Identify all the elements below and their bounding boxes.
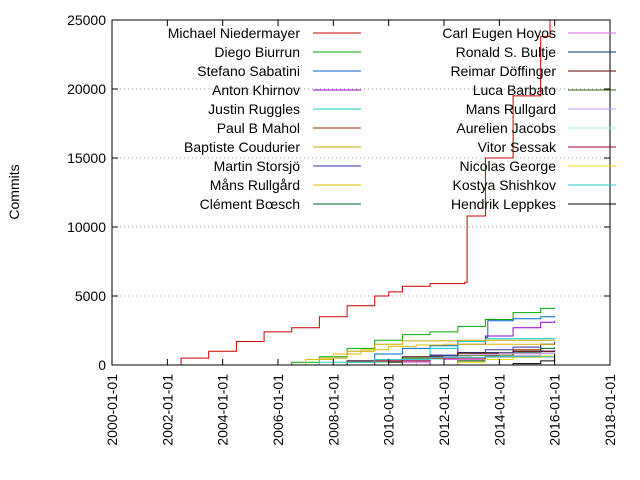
- legend-label: Baptiste Coudurier: [184, 139, 300, 155]
- x-tick-label: 2002-01-01: [159, 374, 175, 446]
- legend-label: Hendrik Leppkes: [451, 196, 556, 212]
- legend-label: Reimar Döffinger: [450, 63, 556, 79]
- legend-label: Mans Rullgard: [466, 101, 556, 117]
- grid: [112, 88, 610, 297]
- legend-label: Luca Barbato: [473, 82, 556, 98]
- x-tick-label: 2010-01-01: [381, 374, 397, 446]
- legend-label: Stefano Sabatini: [197, 63, 300, 79]
- series-line: [153, 20, 551, 366]
- x-tick-label: 2012-01-01: [436, 374, 452, 446]
- legend: Michael Niedermayer Diego Biurrun Stefano …: [168, 25, 616, 212]
- legend-label: Diego Biurrun: [214, 44, 300, 60]
- axis-ticks: 0 5000 10000 15000 20000 25000 2000-01-01 2002-…: [67, 12, 618, 446]
- legend-label: Justin Ruggles: [208, 101, 300, 117]
- x-tick-label: 2016-01-01: [547, 374, 563, 446]
- x-tick-label: 2018-01-01: [602, 374, 618, 446]
- legend-label: Michael Niedermayer: [168, 25, 301, 41]
- y-axis-label: Commits: [6, 164, 22, 219]
- legend-label: Aurelien Jacobs: [456, 120, 556, 136]
- legend-label: Nicolas George: [460, 158, 557, 174]
- legend-label: Paul B Mahol: [217, 120, 300, 136]
- series-line: [278, 343, 555, 366]
- y-tick-label: 25000: [67, 12, 106, 28]
- series-line: [264, 356, 556, 366]
- series-line: [430, 355, 556, 366]
- legend-label: Clément Bœsch: [200, 196, 300, 212]
- x-tick-label: 2006-01-01: [270, 374, 286, 446]
- y-tick-label: 5000: [75, 288, 106, 304]
- legend-label: Vitor Sessak: [478, 139, 557, 155]
- x-tick-label: 2004-01-01: [215, 374, 231, 446]
- legend-label: Martin Storsjö: [214, 158, 301, 174]
- x-tick-label: 2014-01-01: [491, 374, 507, 446]
- legend-label: Ronald S. Bultje: [456, 44, 557, 60]
- y-tick-label: 20000: [67, 81, 106, 97]
- y-tick-label: 0: [98, 357, 106, 373]
- y-tick-label: 15000: [67, 150, 106, 166]
- legend-label: Carl Eugen Hoyos: [442, 25, 556, 41]
- x-tick-label: 2000-01-01: [104, 374, 120, 446]
- plot-frame: [111, 19, 611, 366]
- x-tick-label: 2008-01-01: [325, 374, 341, 446]
- legend-label: Kostya Shishkov: [453, 177, 557, 193]
- legend-label: Anton Khirnov: [212, 82, 300, 98]
- legend-label: Måns Rullgård: [210, 177, 300, 193]
- y-tick-label: 10000: [67, 219, 106, 235]
